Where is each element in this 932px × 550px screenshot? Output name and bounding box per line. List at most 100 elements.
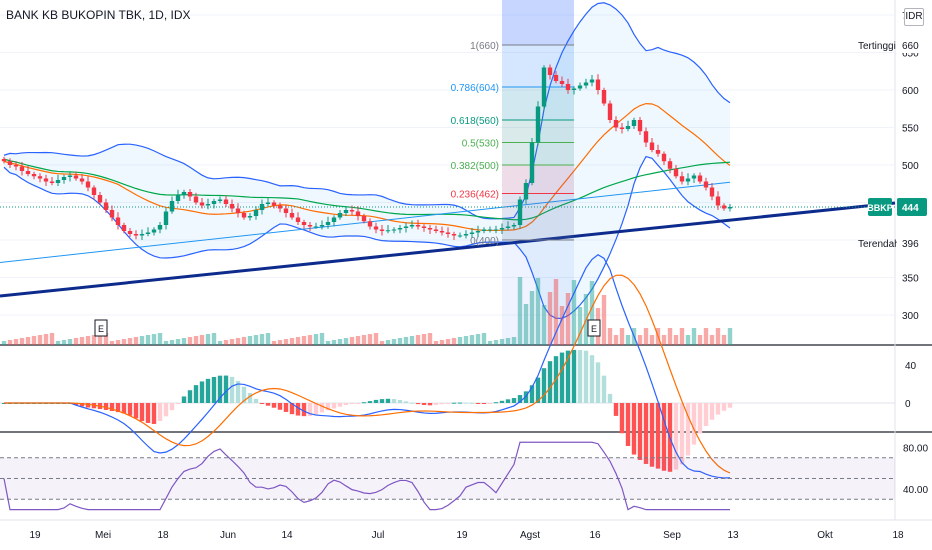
macd-histogram-bar <box>619 403 625 434</box>
macd-histogram-bar <box>415 403 421 405</box>
volume-bar <box>103 333 109 345</box>
macd-histogram-bar <box>349 403 355 404</box>
volume-bar <box>445 339 451 345</box>
candle-body <box>631 120 637 126</box>
candle-body <box>91 187 97 195</box>
volume-bar <box>241 337 247 345</box>
candle-body <box>583 82 589 86</box>
macd-histogram-bar <box>241 386 247 403</box>
volume-bar <box>175 339 181 345</box>
volume-bar <box>97 334 103 345</box>
volume-bar <box>31 336 37 345</box>
macd-histogram-bar <box>421 403 427 406</box>
candle-body <box>427 228 433 230</box>
volume-bar <box>415 335 421 345</box>
candle-body <box>409 225 415 227</box>
candle-body <box>709 187 715 197</box>
high-label: Tertinggi <box>858 41 896 52</box>
candle-body <box>643 131 649 143</box>
macd-histogram-bar <box>529 385 535 403</box>
macd-histogram-bar <box>649 403 655 467</box>
long-term-trendline <box>0 181 731 263</box>
bollinger-band-fill <box>4 2 730 319</box>
price-tick-label: 650 <box>902 49 919 60</box>
macd-histogram-bar <box>655 403 661 469</box>
candle-body <box>385 230 391 232</box>
candle-body <box>85 181 91 188</box>
candle-body <box>79 178 85 182</box>
macd-histogram-bar <box>691 403 697 445</box>
currency-badge[interactable]: IDR <box>904 8 924 26</box>
candle-body <box>391 229 397 231</box>
macd-tick-label: 40 <box>905 361 917 372</box>
candle-body <box>469 232 475 234</box>
candle-body <box>589 79 595 83</box>
macd-histogram-bar <box>703 403 709 426</box>
volume-bar <box>649 335 655 345</box>
volume-bar <box>499 339 505 345</box>
volume-bar <box>385 340 391 345</box>
volume-bar <box>721 335 727 345</box>
candle-body <box>217 199 223 201</box>
candle-body <box>43 178 49 182</box>
fib-level-label: 1(660) <box>470 41 499 52</box>
candle-body <box>301 222 307 225</box>
price-tick-label: 550 <box>902 124 919 135</box>
macd-histogram-bar <box>259 403 265 404</box>
candle-body <box>505 226 511 228</box>
candle-body <box>529 142 535 183</box>
time-tick-label: 14 <box>281 530 293 541</box>
candle-body <box>223 199 229 204</box>
candle-body <box>139 234 145 236</box>
candle-body <box>373 226 379 230</box>
candle-body <box>481 229 487 231</box>
macd-histogram-bar <box>541 368 547 403</box>
macd-histogram-bar <box>163 403 169 417</box>
macd-histogram-bar <box>109 403 115 411</box>
candle-body <box>685 178 691 182</box>
candle-body <box>625 126 631 129</box>
macd-histogram-bar <box>451 402 457 404</box>
volume-bar <box>343 338 349 345</box>
candle-body <box>193 196 199 203</box>
macd-histogram-bar <box>127 403 133 416</box>
candle-body <box>457 235 463 237</box>
volume-bar <box>277 340 283 345</box>
candle-body <box>181 192 187 195</box>
candle-body <box>229 204 235 209</box>
volume-bar <box>91 335 97 345</box>
volume-bar <box>727 328 733 345</box>
macd-histogram-bar <box>709 403 715 420</box>
macd-histogram-bar <box>337 403 343 407</box>
volume-bar <box>157 333 163 345</box>
fib-time-zone-top <box>502 0 574 45</box>
bollinger-lower <box>3 155 731 319</box>
macd-histogram-bar <box>265 403 271 406</box>
macd-histogram-bar <box>325 403 331 411</box>
macd-histogram-bar <box>625 403 631 447</box>
candle-body <box>13 165 19 167</box>
macd-histogram-bar <box>583 350 589 403</box>
candle-body <box>235 208 241 213</box>
macd-histogram-bar <box>373 399 379 403</box>
macd-histogram-bar <box>505 399 511 403</box>
candle-body <box>97 195 103 203</box>
volume-bar <box>163 341 169 345</box>
volume-bar <box>703 328 709 345</box>
candle-body <box>37 176 43 179</box>
macd-histogram-bar <box>475 403 481 404</box>
fib-zone <box>502 142 574 165</box>
macd-histogram-bar <box>571 349 577 403</box>
fib-zone <box>502 193 574 240</box>
candle-body <box>31 174 37 177</box>
volume-bar <box>475 334 481 345</box>
volume-bar <box>571 280 577 345</box>
rsi-tick-label: 80.00 <box>903 443 928 454</box>
candle-body <box>553 75 559 81</box>
volume-bar <box>565 293 571 345</box>
volume-bar <box>349 337 355 345</box>
macd-histogram-bar <box>697 403 703 434</box>
candle-body <box>343 210 349 213</box>
macd-histogram-bar <box>343 403 349 406</box>
candle-body <box>19 166 25 171</box>
